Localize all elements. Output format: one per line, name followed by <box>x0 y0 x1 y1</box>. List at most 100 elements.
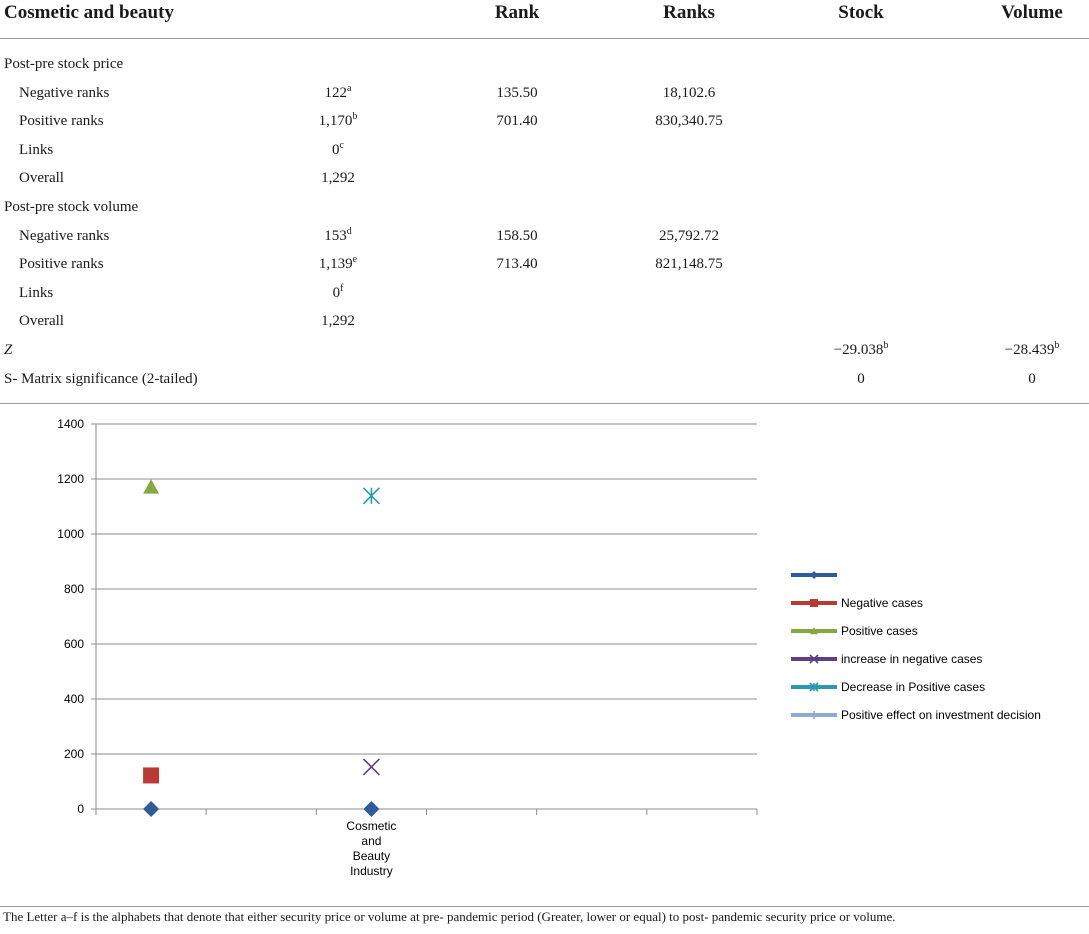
y-tick-label: 1000 <box>57 527 84 541</box>
cell-stock: −29.038b <box>833 340 889 359</box>
legend-label: increase in negative cases <box>841 652 982 666</box>
row-label: Overall <box>19 170 64 186</box>
legend-label: Positive effect on investment decision <box>841 708 1041 722</box>
row-label: Links <box>19 142 54 158</box>
y-tick-label: 600 <box>64 637 84 651</box>
row-label: Positive ranks <box>19 113 104 129</box>
legend-label: Positive cases <box>841 624 918 638</box>
cell-value: 0 <box>1028 371 1036 387</box>
data-point-x <box>362 758 380 776</box>
x-category-label: and <box>361 834 381 848</box>
cell-n: 1,292 <box>321 312 355 330</box>
header-cosmetic-and-beauty: Cosmetic and beauty <box>4 2 174 23</box>
cell-superscript: c <box>339 140 344 151</box>
cell-superscript: b <box>1054 340 1060 351</box>
cell-value: 1,170 <box>318 113 353 129</box>
header-rank: Rank <box>494 2 540 23</box>
legend-marker-square <box>810 599 818 607</box>
table-bottom-rule <box>0 403 1089 404</box>
cell-n: 1,292 <box>321 169 355 187</box>
table-header-row: Cosmetic and beauty Rank Ranks Stock Vol… <box>0 0 1089 39</box>
cell-superscript: b <box>352 111 358 122</box>
data-point-x-stroke <box>362 758 380 776</box>
legend-label: Decrease in Positive cases <box>841 680 985 694</box>
x-category-label: Industry <box>350 864 393 878</box>
cell-n: 153d <box>324 226 352 245</box>
cell-superscript: e <box>352 254 358 265</box>
data-point-diamond <box>363 801 380 817</box>
data-point-star <box>362 487 380 505</box>
cell-rank: 135.50 <box>496 84 537 102</box>
data-point-diamond <box>143 801 160 817</box>
cell-value: 713.40 <box>496 256 538 272</box>
cell-value: 821,148.75 <box>655 256 723 272</box>
legend-label: Negative cases <box>841 596 923 610</box>
y-tick-label: 400 <box>64 692 84 706</box>
header-volume: Volume <box>1001 2 1063 23</box>
data-point-square <box>143 767 160 784</box>
row-label: S- Matrix significance (2-tailed) <box>4 371 198 387</box>
cell-value: 1,292 <box>321 313 355 329</box>
row-label: Links <box>19 285 54 301</box>
chart-canvas: 0 200 400 600 800 1000 1200 1400 CosmeticandBeau… <box>57 417 1041 878</box>
cell-value: 122 <box>324 85 348 101</box>
cell-value: 153 <box>324 228 347 244</box>
cell-superscript: a <box>347 83 352 94</box>
x-category-label: Beauty <box>353 849 390 863</box>
cell-n: 0f <box>332 283 344 302</box>
legend-marker-triangle <box>810 627 818 635</box>
y-tick-label: 1200 <box>57 472 84 486</box>
figure-bottom-rule <box>0 906 1089 907</box>
cell-superscript: f <box>340 283 344 294</box>
cell-ranks: 18,102.6 <box>663 84 716 102</box>
scatter-chart: 0 200 400 600 800 1000 1200 1400 Cosmetic and Beau… <box>0 405 1089 905</box>
cell-value: 25,792.72 <box>659 228 719 244</box>
legend-marker-star <box>809 682 819 692</box>
row-label: Negative ranks <box>19 228 110 244</box>
x-category-label: Cosmetic <box>346 819 396 833</box>
cell-n: 122a <box>324 83 352 102</box>
cell-value: 0 <box>857 371 865 387</box>
cell-rank: 701.40 <box>496 112 537 130</box>
cell-ranks: 830,340.75 <box>655 112 723 130</box>
footnote: The Letter a–f is the alphabets that den… <box>3 909 896 924</box>
cell-value: 18,102.6 <box>662 85 716 101</box>
legend-marker-x <box>809 654 819 664</box>
data-point-triangle <box>143 479 160 494</box>
cell-value: −28.439 <box>1004 342 1055 358</box>
cell-value: −29.038 <box>833 342 884 358</box>
cell-n: 1,170b <box>318 111 358 130</box>
cell-value: 0 <box>332 285 341 301</box>
cell-value: 1,292 <box>321 170 355 186</box>
cell-ranks: 821,148.75 <box>655 255 723 273</box>
y-tick-label: 800 <box>64 582 84 596</box>
cell-stock: 0 <box>857 370 865 388</box>
cell-value: 1,139 <box>318 256 353 272</box>
cell-value: 0 <box>332 142 340 158</box>
cell-superscript: d <box>346 226 352 237</box>
row-label: Negative ranks <box>19 85 110 101</box>
legend-marker-diamond <box>810 571 818 579</box>
cell-n: 0c <box>332 140 344 159</box>
cell-value: 830,340.75 <box>655 113 723 129</box>
cell-volume: −28.439b <box>1004 340 1060 359</box>
row-label: Overall <box>19 313 64 329</box>
header-ranks: Ranks <box>663 2 715 23</box>
y-tick-label: 0 <box>77 802 84 816</box>
legend-marker-x-stroke <box>809 654 819 664</box>
cell-volume: 0 <box>1028 370 1036 388</box>
y-tick-label: 1400 <box>57 417 84 431</box>
cell-rank: 713.40 <box>496 255 537 273</box>
legend-marker-plus <box>810 711 818 719</box>
cell-superscript: b <box>883 340 889 351</box>
cell-value: 158.50 <box>496 228 538 244</box>
cell-rank: 158.50 <box>496 227 537 245</box>
y-tick-label: 200 <box>64 747 84 761</box>
row-label: Z <box>4 342 13 358</box>
cell-value: 701.40 <box>496 113 538 129</box>
row-label: Positive ranks <box>19 256 104 272</box>
cell-ranks: 25,792.72 <box>659 227 719 245</box>
cell-n: 1,139e <box>318 254 358 273</box>
header-stock: Stock <box>838 2 884 23</box>
cell-value: 135.50 <box>496 85 538 101</box>
